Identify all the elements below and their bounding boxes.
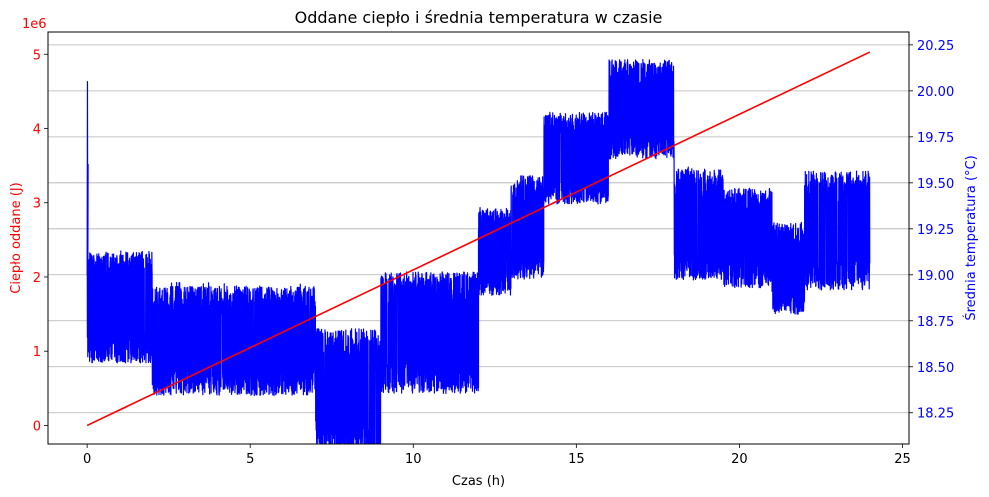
y-right-tick-label: 18.25 [917,407,954,422]
y-right-tick-label: 18.50 [917,361,954,376]
y-right-tick-label: 19.75 [917,131,954,146]
y-right-axis-title: Średnia temperatura (°C) [963,155,979,320]
y-left-tick-label: 2 [33,271,41,286]
y-right-tick-label: 19.50 [917,177,954,192]
y-left-axis-title: Ciepło oddane (J) [9,182,24,294]
y-right-tick-label: 20.25 [917,39,954,54]
x-tick-label: 15 [568,452,585,467]
plot-frame [47,31,910,445]
x-tick-label: 20 [731,452,748,467]
x-axis-title: Czas (h) [452,474,505,489]
y-left-tick-label: 1 [33,345,41,360]
y-left-tick-label: 3 [33,197,41,212]
y-left-offset-label: 1e6 [22,17,47,32]
x-tick-label: 5 [246,452,254,467]
heat-series-line [86,51,871,427]
series-layer [86,51,871,444]
chart-title: Oddane ciepło i średnia temperatura w cz… [295,8,663,27]
y-left-tick-label: 0 [33,419,41,434]
y-right-tick-label: 20.00 [917,85,954,100]
x-axis: 0 5 10 15 20 25 [83,444,911,467]
x-tick-label: 0 [83,452,91,467]
x-tick-label: 25 [894,452,911,467]
y-right-tick-label: 19.00 [917,269,954,284]
y-left-tick-label: 5 [33,48,41,63]
y-right-tick-label: 19.25 [917,223,954,238]
temperature-series-line [86,59,871,444]
y-left-axis: 0 1 2 3 4 5 [33,48,48,434]
y-right-axis: 18.25 18.50 18.75 19.00 19.25 19.50 19.75 20.00… [909,39,954,422]
y-right-tick-label: 18.75 [917,315,954,330]
y-left-tick-label: 4 [33,123,41,138]
x-tick-label: 10 [405,452,422,467]
